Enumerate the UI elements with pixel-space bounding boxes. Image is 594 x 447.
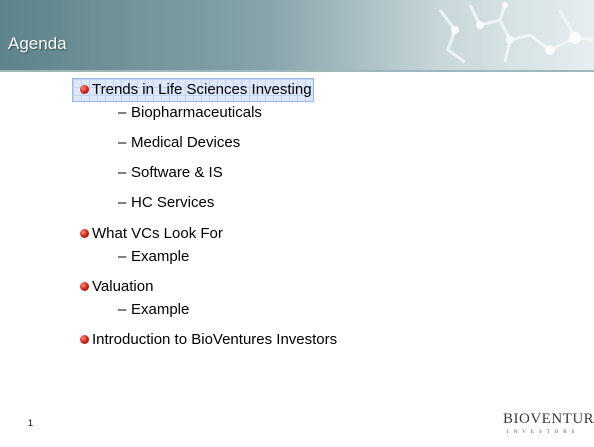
slide-title: Agenda <box>8 34 67 53</box>
bullet <box>80 335 89 344</box>
logo-tagline: INVESTORS <box>507 430 580 435</box>
bullet <box>80 282 89 291</box>
logo-name: BIOVENTURES <box>503 411 594 427</box>
highlight-box <box>72 78 314 102</box>
agenda-subitem: Biopharmaceuticals <box>131 104 262 121</box>
header-divider <box>0 70 594 72</box>
dash: – <box>118 104 127 121</box>
dash: – <box>118 248 127 265</box>
agenda-item: What VCs Look For <box>92 225 223 242</box>
agenda-subitem: Software & IS <box>131 164 223 181</box>
dash: – <box>118 164 127 181</box>
agenda-subitem: Medical Devices <box>131 134 241 151</box>
agenda-item: Valuation <box>92 278 154 295</box>
molecule-graphic <box>438 2 594 64</box>
agenda-subitem: Example <box>131 301 190 318</box>
agenda-item: Trends in Life Sciences Investing <box>92 81 312 98</box>
agenda-subitem: Example <box>131 248 190 265</box>
agenda-item: Introduction to BioVentures Investors <box>92 331 338 348</box>
agenda-subitem: HC Services <box>131 194 215 211</box>
dash: – <box>118 301 127 318</box>
header: Agenda <box>0 0 594 70</box>
bullet <box>80 85 89 94</box>
page-number: 1 <box>28 418 34 428</box>
bullet <box>80 229 89 238</box>
dash: – <box>118 134 127 151</box>
dash: – <box>118 194 127 211</box>
